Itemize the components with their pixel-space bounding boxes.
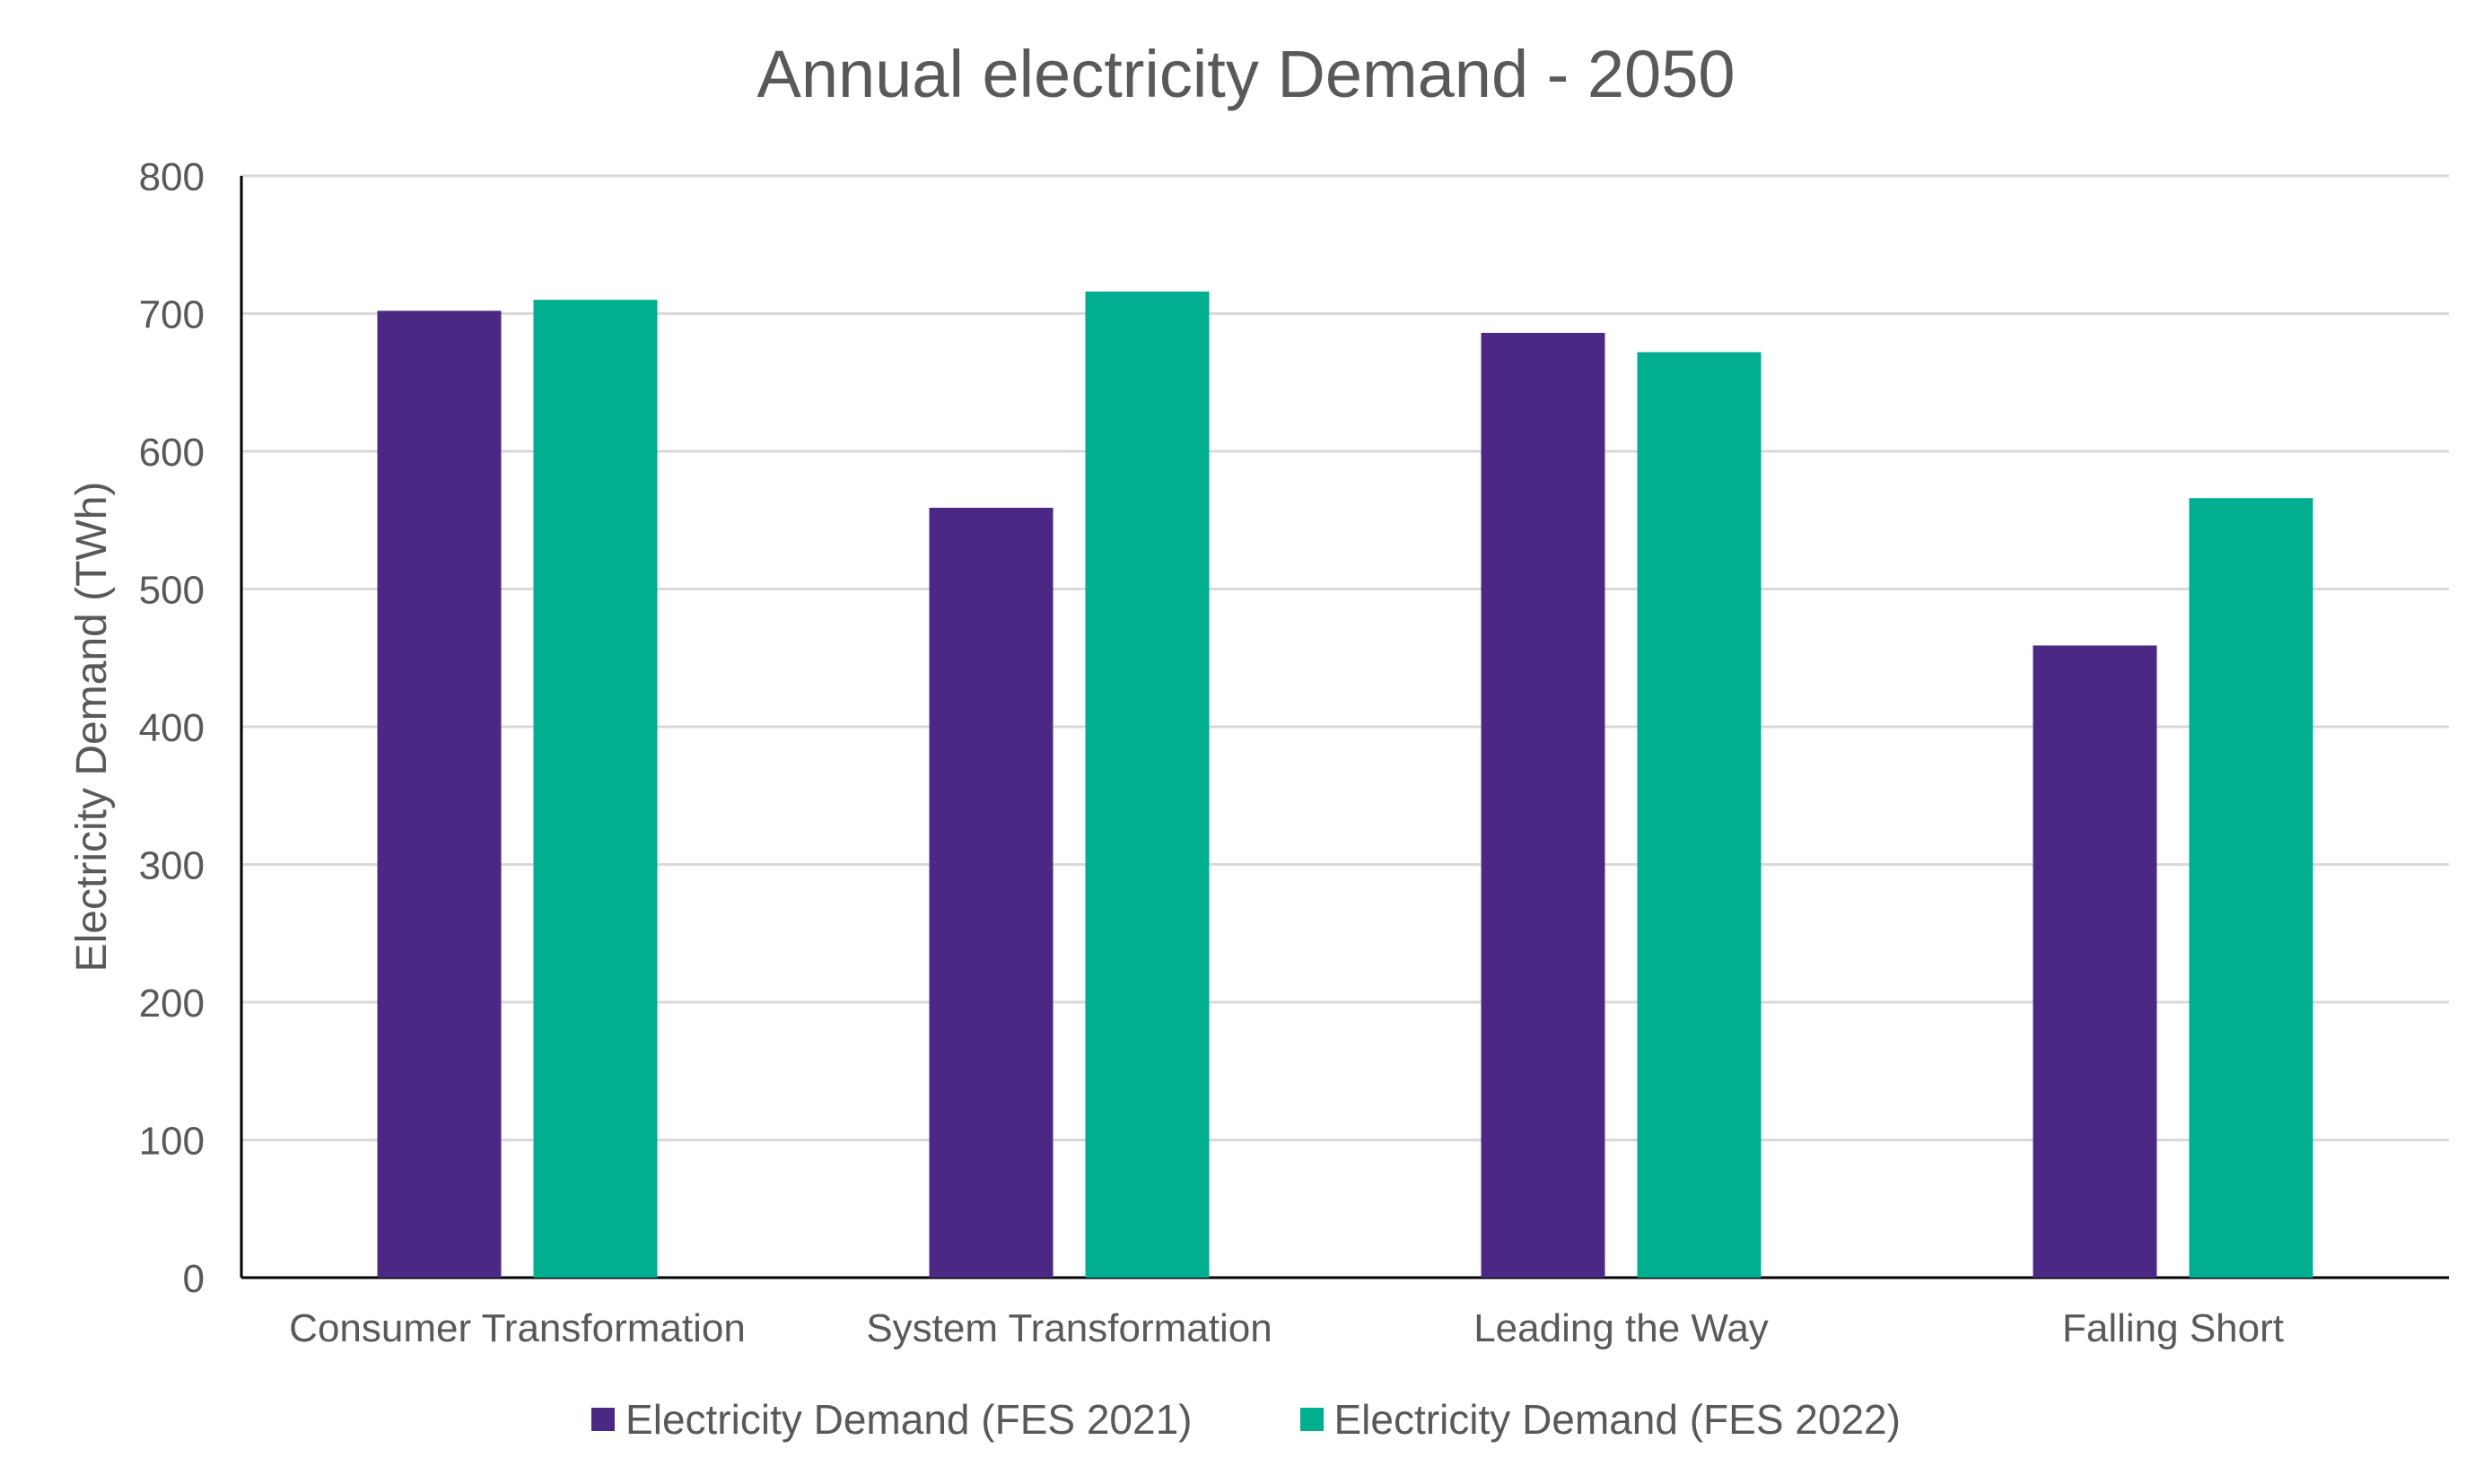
legend-swatch — [591, 1408, 616, 1431]
chart-title: Annual electricity Demand - 2050 — [756, 37, 1736, 111]
y-tick-label: 200 — [139, 982, 205, 1026]
y-tick-label: 300 — [139, 844, 205, 888]
legend-label: Electricity Demand (FES 2022) — [1333, 1396, 1901, 1443]
legend-item-fes-2021: Electricity Demand (FES 2021) — [591, 1395, 1193, 1444]
legend-item-fes-2022: Electricity Demand (FES 2022) — [1299, 1395, 1901, 1444]
y-tick-label: 500 — [139, 569, 205, 613]
bar-fes-2021 — [2033, 645, 2157, 1278]
x-tick-label: Consumer Transformation — [289, 1306, 746, 1350]
y-axis-label: Electricity Demand (TWh) — [68, 482, 116, 973]
y-tick-label: 600 — [139, 431, 205, 475]
x-tick-label: System Transformation — [866, 1306, 1272, 1350]
legend: Electricity Demand (FES 2021) Electricit… — [0, 1395, 2492, 1444]
y-tick-label: 100 — [139, 1120, 205, 1164]
bar-fes-2022 — [1085, 291, 1210, 1279]
bar-fes-2022 — [1637, 352, 1762, 1279]
bar-fes-2022 — [533, 300, 658, 1278]
y-tick-label: 700 — [139, 293, 205, 337]
bar-fes-2022 — [2189, 498, 2313, 1278]
y-tick-label: 0 — [183, 1257, 205, 1301]
bar-fes-2021 — [1481, 332, 1605, 1278]
bar-fes-2021 — [929, 507, 1054, 1278]
y-tick-label: 400 — [139, 706, 205, 750]
x-tick-label: Falling Short — [2062, 1306, 2284, 1350]
x-tick-label: Leading the Way — [1473, 1306, 1769, 1350]
y-tick-label: 800 — [139, 155, 205, 199]
bar-fes-2021 — [377, 310, 502, 1279]
legend-label: Electricity Demand (FES 2021) — [625, 1396, 1193, 1443]
legend-swatch — [1299, 1408, 1324, 1431]
